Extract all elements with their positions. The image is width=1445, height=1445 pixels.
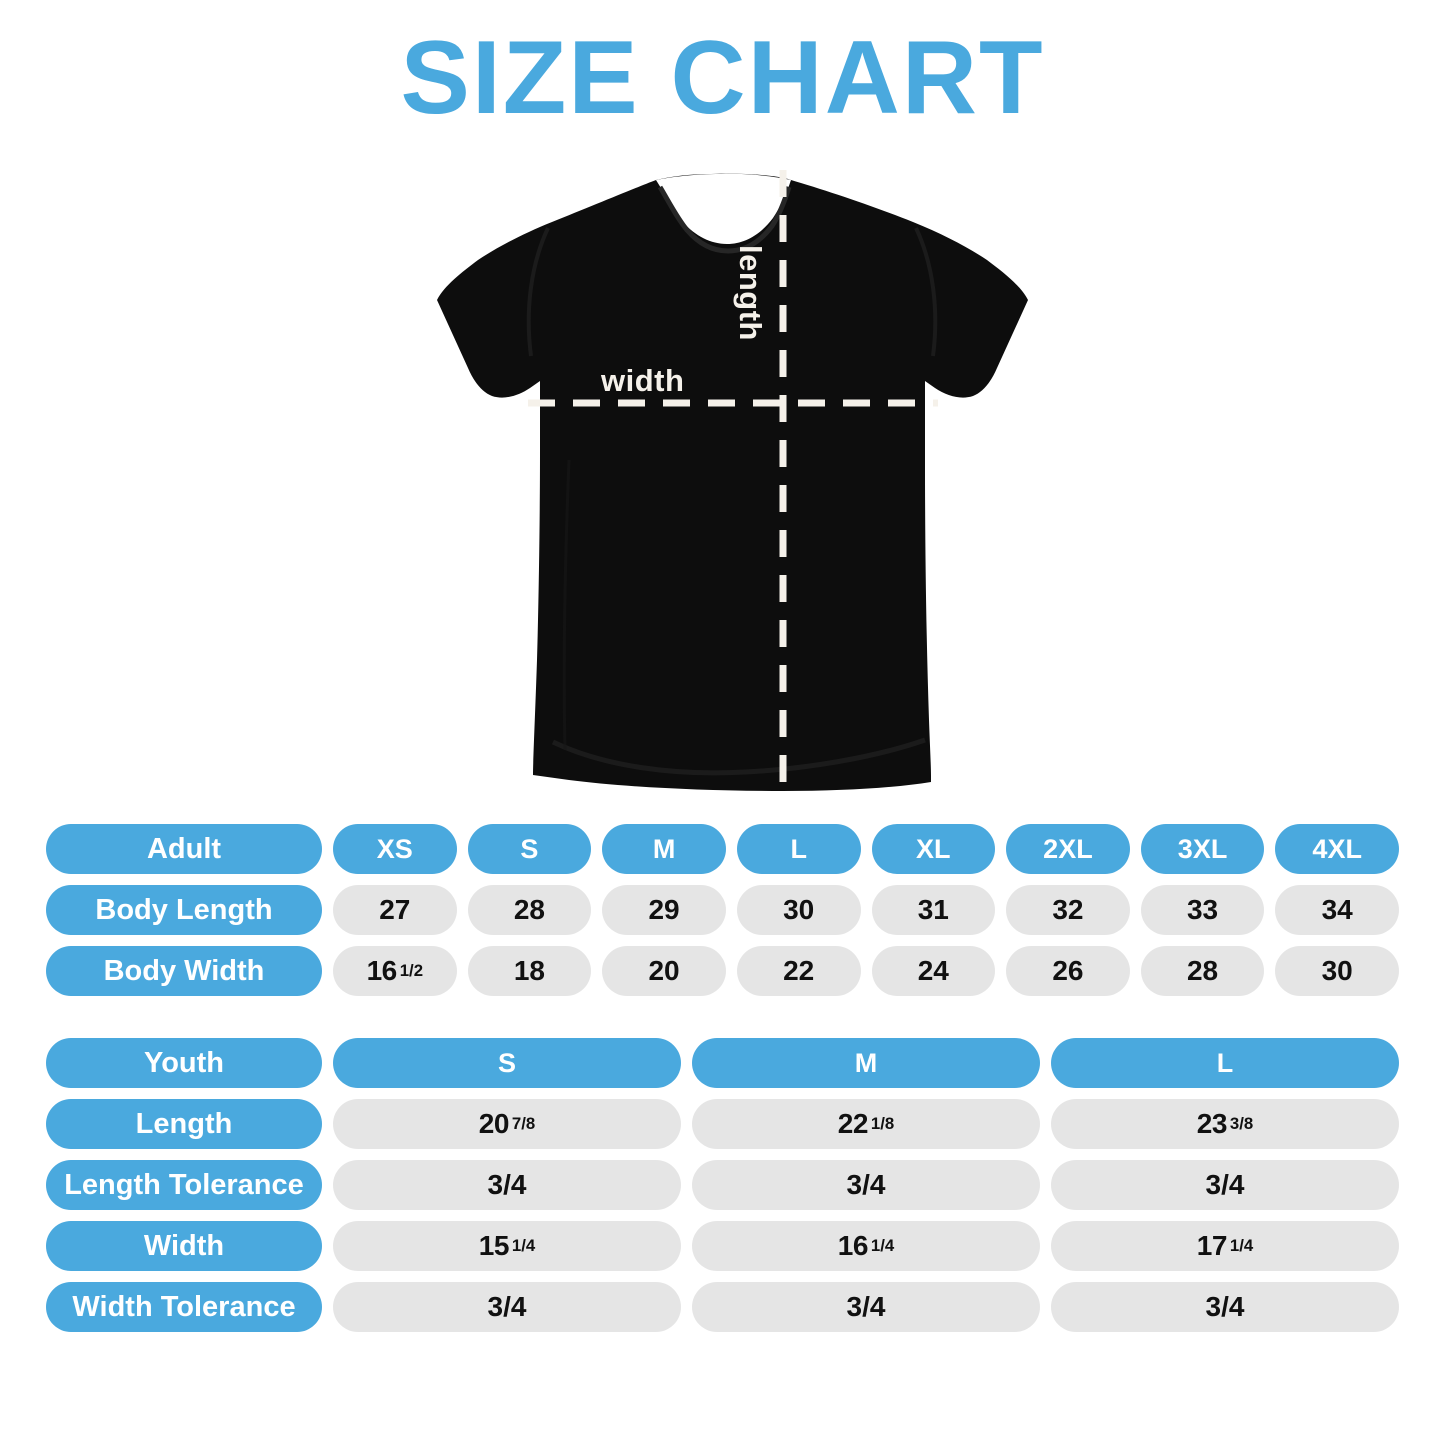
measurement-cell: 3/4 bbox=[1051, 1160, 1399, 1210]
value-whole: 15 bbox=[478, 1230, 510, 1261]
measurement-cell: 22 bbox=[736, 946, 861, 996]
value-whole: 22 bbox=[837, 1108, 869, 1139]
adult-header-row: Adult XS S M L XL 2XL 3XL 4XL bbox=[46, 824, 1399, 874]
width-label: width bbox=[601, 363, 685, 398]
table-row: Width 15 1/4 16 1/4 17 1/4 bbox=[46, 1221, 1399, 1271]
measurement-cell: 22 1/8 bbox=[692, 1099, 1040, 1149]
measurement-cell: 31 bbox=[871, 885, 996, 935]
row-label: Width Tolerance bbox=[46, 1282, 322, 1332]
measurement-cell: 20 bbox=[602, 946, 726, 996]
table-row: Body Width 16 1/2 18 20 22 24 26 28 30 bbox=[46, 946, 1399, 996]
youth-size-table: Youth S M L Length 20 7/8 22 1/8 23 3/8 Length Tole… bbox=[46, 1038, 1399, 1332]
measurement-cell: 30 bbox=[1275, 946, 1399, 996]
value-whole: 20 bbox=[478, 1108, 510, 1139]
measurement-cell: 17 1/4 bbox=[1051, 1221, 1399, 1271]
youth-header-label: Youth bbox=[46, 1038, 322, 1088]
column-header-s: S bbox=[333, 1038, 681, 1088]
column-header-m: M bbox=[602, 824, 726, 874]
row-label: Length Tolerance bbox=[46, 1160, 322, 1210]
measurement-cell: 3/4 bbox=[333, 1160, 681, 1210]
adult-header-label: Adult bbox=[46, 824, 322, 874]
row-label: Width bbox=[46, 1221, 322, 1271]
value-fraction: 1/2 bbox=[399, 960, 424, 980]
measurement-cell: 28 bbox=[1140, 946, 1265, 996]
measurement-cell: 15 1/4 bbox=[333, 1221, 681, 1271]
value-whole: 17 bbox=[1196, 1230, 1228, 1261]
column-header-m: M bbox=[692, 1038, 1040, 1088]
measurement-cell: 32 bbox=[1006, 885, 1130, 935]
length-label: length bbox=[733, 245, 768, 341]
measurement-cell: 3/4 bbox=[1051, 1282, 1399, 1332]
measurement-cell: 18 bbox=[467, 946, 592, 996]
column-header-2xl: 2XL bbox=[1006, 824, 1130, 874]
value-fraction: 3/8 bbox=[1229, 1113, 1254, 1133]
tshirt-illustration: width length bbox=[373, 160, 1073, 800]
row-label: Body Length bbox=[46, 885, 322, 935]
column-header-l: L bbox=[736, 824, 861, 874]
measurement-cell: 16 1/2 bbox=[333, 946, 457, 996]
measurement-cell: 20 7/8 bbox=[333, 1099, 681, 1149]
value-fraction: 7/8 bbox=[511, 1113, 536, 1133]
column-header-xl: XL bbox=[871, 824, 996, 874]
value-whole: 16 bbox=[837, 1230, 869, 1261]
youth-header-row: Youth S M L bbox=[46, 1038, 1399, 1088]
value-whole: 23 bbox=[1196, 1108, 1228, 1139]
value-fraction: 1/4 bbox=[870, 1235, 895, 1255]
column-header-3xl: 3XL bbox=[1140, 824, 1265, 874]
table-row: Length Tolerance 3/4 3/4 3/4 bbox=[46, 1160, 1399, 1210]
table-row: Width Tolerance 3/4 3/4 3/4 bbox=[46, 1282, 1399, 1332]
adult-size-table: Adult XS S M L XL 2XL 3XL 4XL Body Length 27 28 29 30… bbox=[46, 824, 1399, 996]
table-row: Body Length 27 28 29 30 31 32 33 34 bbox=[46, 885, 1399, 935]
value-fraction: 1/8 bbox=[870, 1113, 895, 1133]
column-header-s: S bbox=[467, 824, 592, 874]
measurement-cell: 3/4 bbox=[692, 1282, 1040, 1332]
column-header-4xl: 4XL bbox=[1275, 824, 1399, 874]
tshirt-icon bbox=[437, 170, 1028, 796]
measurement-cell: 33 bbox=[1140, 885, 1265, 935]
value-fraction: 1/4 bbox=[1229, 1235, 1254, 1255]
value-fraction: 1/4 bbox=[511, 1235, 536, 1255]
page-title: SIZE CHART bbox=[400, 20, 1045, 136]
value-whole: 16 bbox=[366, 955, 398, 986]
measurement-cell: 3/4 bbox=[692, 1160, 1040, 1210]
measurement-cell: 26 bbox=[1006, 946, 1130, 996]
measurement-cell: 24 bbox=[871, 946, 996, 996]
row-label: Length bbox=[46, 1099, 322, 1149]
measurement-cell: 28 bbox=[467, 885, 592, 935]
measurement-cell: 30 bbox=[736, 885, 861, 935]
row-label: Body Width bbox=[46, 946, 322, 996]
column-header-xs: XS bbox=[333, 824, 457, 874]
measurement-cell: 16 1/4 bbox=[692, 1221, 1040, 1271]
measurement-cell: 27 bbox=[333, 885, 457, 935]
measurement-cell: 23 3/8 bbox=[1051, 1099, 1399, 1149]
table-row: Length 20 7/8 22 1/8 23 3/8 bbox=[46, 1099, 1399, 1149]
measurement-cell: 34 bbox=[1275, 885, 1399, 935]
column-header-l: L bbox=[1051, 1038, 1399, 1088]
measurement-cell: 3/4 bbox=[333, 1282, 681, 1332]
measurement-cell: 29 bbox=[602, 885, 726, 935]
